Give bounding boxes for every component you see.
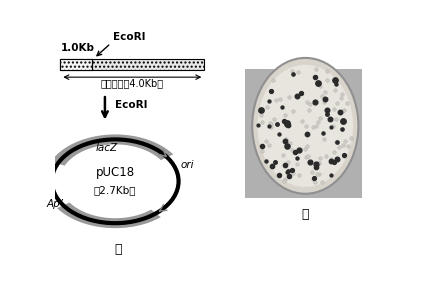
- Text: lacZ: lacZ: [95, 143, 118, 153]
- Text: EcoRI: EcoRI: [113, 32, 145, 42]
- Text: （2.7Kb）: （2.7Kb）: [94, 185, 137, 195]
- Bar: [61, 59, 92, 70]
- Text: 甲: 甲: [115, 243, 122, 256]
- Polygon shape: [57, 203, 161, 228]
- Text: 乙: 乙: [301, 208, 309, 221]
- Ellipse shape: [252, 58, 358, 194]
- Ellipse shape: [258, 65, 353, 187]
- Text: ori: ori: [180, 161, 194, 171]
- Bar: [61, 59, 204, 70]
- Text: 1.0Kb: 1.0Kb: [61, 44, 95, 54]
- Text: Ap’: Ap’: [47, 199, 64, 209]
- Text: EcoRI: EcoRI: [115, 101, 148, 111]
- Text: 目的基因（4.0Kb）: 目的基因（4.0Kb）: [101, 78, 164, 88]
- Bar: [245, 69, 362, 198]
- Text: pUC18: pUC18: [95, 166, 135, 179]
- Polygon shape: [51, 134, 173, 166]
